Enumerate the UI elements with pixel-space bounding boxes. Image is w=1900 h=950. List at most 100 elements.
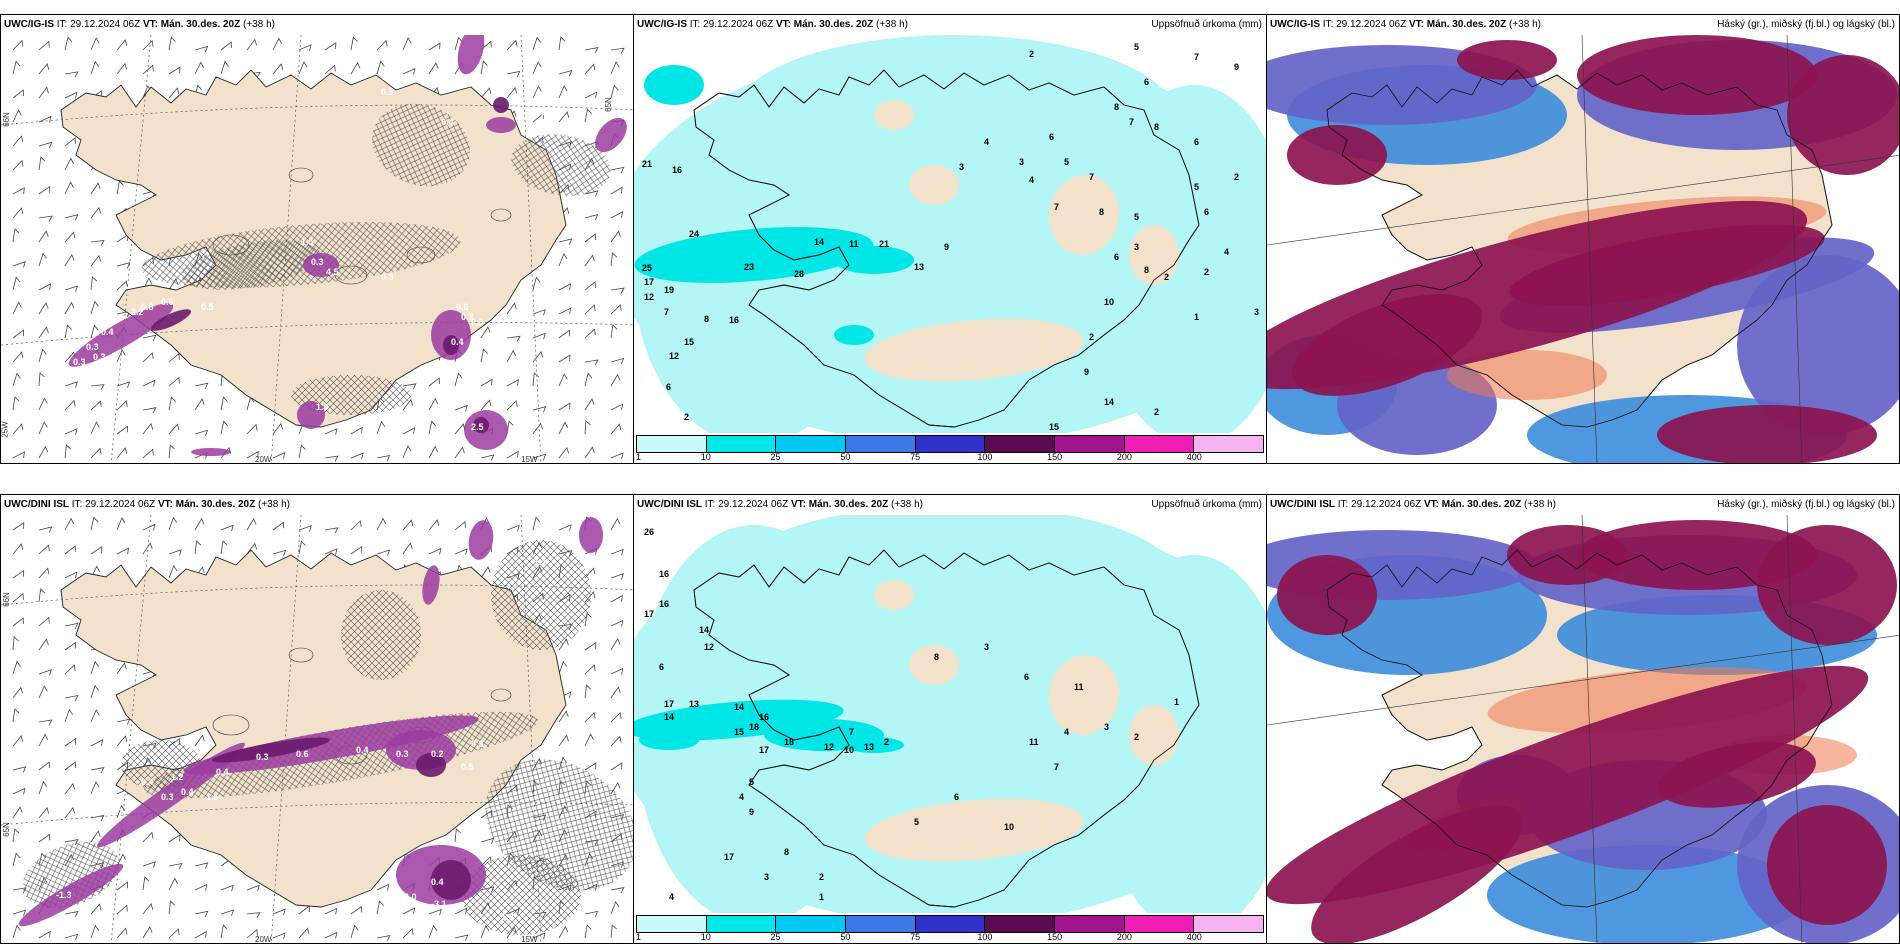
wind-barb <box>376 935 391 942</box>
value-label: -1.3 <box>461 922 477 932</box>
wind-barb <box>610 686 621 699</box>
grid-coordinate-label: 20W <box>255 935 272 944</box>
colorbar-segment <box>915 436 986 452</box>
wind-barb <box>610 638 621 651</box>
wind-barb <box>90 324 99 339</box>
wind-barb <box>610 762 623 771</box>
wind-barb <box>558 925 569 939</box>
wind-barb <box>220 60 229 75</box>
wind-barb <box>454 828 462 843</box>
value-label: 17 <box>724 852 734 862</box>
wind-barb <box>532 372 539 387</box>
wind-barb <box>38 719 53 726</box>
wind-barb <box>532 85 542 99</box>
graticule <box>1267 514 1899 943</box>
wind-barb <box>428 925 438 939</box>
wind-barb <box>428 547 442 555</box>
wind-barb <box>142 64 154 75</box>
wind-barb <box>142 876 150 891</box>
value-label: 7 <box>1129 117 1134 127</box>
wind-barb <box>584 924 592 939</box>
wind-barb <box>168 352 180 363</box>
wind-barb <box>194 930 207 939</box>
wind-barb <box>584 762 597 771</box>
wind-barb <box>38 302 49 315</box>
wind-barb <box>64 622 79 630</box>
icing-shading-area <box>18 863 124 927</box>
wind-barb <box>532 332 546 340</box>
wind-barb <box>558 238 573 245</box>
wind-barb <box>298 44 312 51</box>
colorbar-tick-label: 10 <box>700 932 711 942</box>
wind-barb <box>558 85 568 99</box>
wind-barb <box>506 39 518 51</box>
wind-barb <box>12 187 25 195</box>
wind-barb <box>376 549 391 556</box>
wind-barb <box>168 423 180 435</box>
lake-outline <box>212 714 250 736</box>
value-label: 11 <box>849 239 859 249</box>
value-label: 0.4 <box>216 767 229 777</box>
wind-barb <box>12 89 24 99</box>
wind-barb <box>38 588 46 603</box>
wind-barb <box>194 883 208 891</box>
value-label: 4 <box>984 137 989 147</box>
wind-barb <box>12 261 26 268</box>
wind-barb <box>12 708 20 723</box>
wind-barb <box>402 37 412 51</box>
value-label: 8 <box>704 314 709 324</box>
lake-outline <box>490 688 512 702</box>
wind-barb <box>506 524 520 532</box>
value-label: 9 <box>1234 62 1239 72</box>
wind-barb <box>12 735 24 747</box>
wind-barb <box>584 233 596 243</box>
wind-barb <box>558 70 573 77</box>
precip-light-area <box>734 505 1174 645</box>
wind-barb <box>324 527 339 534</box>
grid-coordinate-label: 65N <box>603 97 613 112</box>
iceland-coastline <box>1326 549 1833 908</box>
wind-barb <box>402 519 414 531</box>
value-label: 8 <box>1099 207 1104 217</box>
hatched-area <box>461 855 581 935</box>
value-label: 2 <box>1154 407 1159 417</box>
wind-barb <box>90 767 105 774</box>
wind-barb <box>90 421 100 435</box>
wind-barb <box>38 780 48 795</box>
wind-barb <box>272 451 286 459</box>
wind-barb <box>402 445 412 459</box>
wind-barb <box>64 301 75 315</box>
value-label: 3 <box>764 872 769 882</box>
value-label: 7 <box>1089 172 1094 182</box>
precip-moderate-area <box>834 325 874 345</box>
wind-barb <box>584 910 599 918</box>
icing-shading-area <box>183 715 479 775</box>
wind-barb <box>38 141 53 149</box>
wind-barb <box>38 638 49 651</box>
value-label: 0.2 <box>431 749 444 759</box>
precip-light <box>634 505 1266 935</box>
wind-barb <box>350 905 363 915</box>
value-label: 12 <box>644 292 654 302</box>
value-label: 7 <box>1054 202 1059 212</box>
value-label: 8 <box>1154 122 1159 132</box>
value-label: 0.4 <box>431 877 444 887</box>
wind-barb <box>376 517 387 531</box>
wind-barb <box>168 565 178 579</box>
wind-barb <box>402 907 416 915</box>
wind-barb <box>376 39 388 51</box>
wind-barb <box>90 903 102 915</box>
longitude-line <box>1581 34 1598 463</box>
hatched-area <box>291 375 411 415</box>
value-label: 14 <box>814 237 824 247</box>
wind-barb <box>12 60 21 75</box>
panel-subtitle: Uppsöfnuð úrkoma (mm) <box>1151 19 1262 30</box>
value-label: 5 <box>1134 212 1139 222</box>
value-label: 1.6 <box>206 792 219 802</box>
wind-barb <box>64 571 78 579</box>
colorbar-segment <box>776 436 847 452</box>
wind-barb <box>38 807 50 819</box>
value-label: 11 <box>1074 682 1084 692</box>
value-label: 19 <box>664 285 674 295</box>
panel-header: UWC/IG-IS IT: 29.12.2024 06Z VT: Mán. 30… <box>634 15 1266 35</box>
